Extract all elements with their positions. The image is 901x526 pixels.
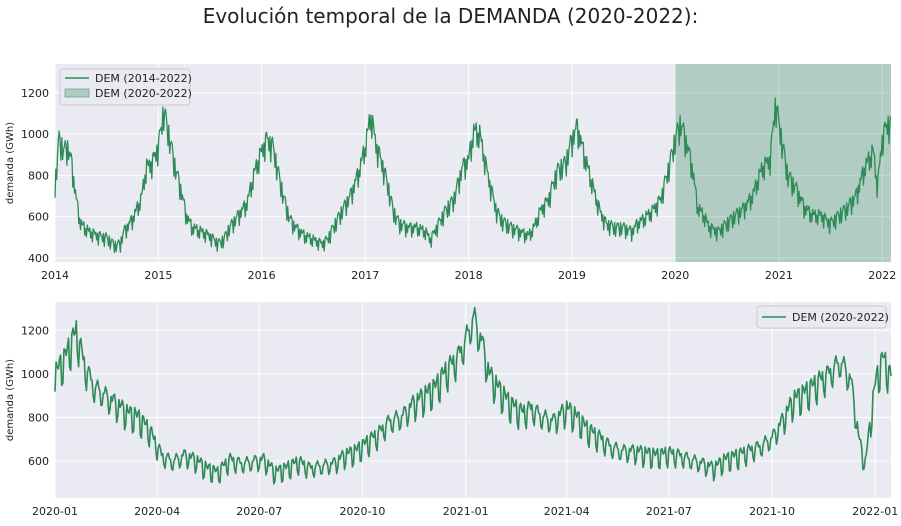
- bot-x-tick-label: 2020-01: [32, 505, 78, 518]
- bot-x-tick-label: 2021-07: [646, 505, 692, 518]
- bot-x-tick-label: 2020-10: [339, 505, 385, 518]
- top-x-tick-label: 2014: [41, 269, 69, 282]
- top-series-line: [54, 97, 892, 254]
- top-x-tick-labels: 2014 2015 2016 2017 2018 2019 2020 2021 2022: [41, 269, 896, 282]
- bot-x-tick-label: 2022-01: [852, 505, 898, 518]
- top-legend-band-swatch: [64, 88, 90, 98]
- top-y-tick-label: 1000: [21, 128, 49, 141]
- top-y-tick-label: 400: [28, 252, 49, 265]
- bot-y-tick-label: 800: [28, 411, 49, 424]
- bottom-y-axis-label: demanda (GWh): [5, 359, 16, 441]
- top-y-axis-label: demanda (GWh): [5, 122, 16, 204]
- bottom-legend-box: [756, 305, 887, 329]
- top-x-tick-label: 2017: [351, 269, 379, 282]
- top-y-tick-label: 800: [28, 169, 49, 182]
- bot-x-tick-label: 2020-04: [134, 505, 180, 518]
- top-x-tick-label: 2018: [455, 269, 483, 282]
- top-y-tick-labels: 400 600 800 1000 1200: [21, 87, 49, 265]
- bottom-series-layer: [54, 306, 892, 485]
- bottom-plot-area: [55, 302, 891, 498]
- bot-y-tick-label: 600: [28, 455, 49, 468]
- bot-x-tick-label: 2021-10: [749, 505, 795, 518]
- top-series-layer: [54, 97, 892, 254]
- figure-title: Evolución temporal de la DEMANDA (2020-2…: [202, 4, 699, 28]
- bot-series-line: [54, 306, 892, 485]
- top-x-tick-label: 2020: [661, 269, 689, 282]
- bot-y-tick-label: 1200: [21, 324, 49, 337]
- bot-x-tick-label: 2020-07: [236, 505, 282, 518]
- bot-y-tick-label: 1000: [21, 368, 49, 381]
- top-x-tick-label: 2021: [765, 269, 793, 282]
- bottom-x-tick-labels: 2020-01 2020-04 2020-07 2020-10 2021-01 2021-…: [32, 505, 898, 518]
- top-band-layer: [675, 64, 891, 262]
- bottom-gridlines: [54, 302, 891, 498]
- top-y-tick-label: 1200: [21, 87, 49, 100]
- bottom-legend: DEM (2020-2022): [756, 305, 889, 329]
- top-legend-box: [59, 68, 191, 106]
- bot-x-tick-label: 2021-04: [544, 505, 590, 518]
- bottom-legend-label: DEM (2020-2022): [792, 311, 889, 324]
- top-x-tick-label: 2016: [248, 269, 276, 282]
- top-highlight-band: [675, 64, 891, 262]
- top-legend-label-band: DEM (2020-2022): [95, 87, 192, 100]
- top-legend-label-line: DEM (2014-2022): [95, 72, 192, 85]
- bot-x-tick-label: 2021-01: [443, 505, 489, 518]
- top-x-tick-label: 2015: [144, 269, 172, 282]
- top-legend: DEM (2014-2022) DEM (2020-2022): [59, 68, 192, 106]
- top-x-tick-label: 2019: [558, 269, 586, 282]
- top-x-tick-label: 2022: [868, 269, 896, 282]
- top-y-tick-label: 600: [28, 211, 49, 224]
- bottom-y-tick-labels: 600 800 1000 1200: [21, 324, 49, 468]
